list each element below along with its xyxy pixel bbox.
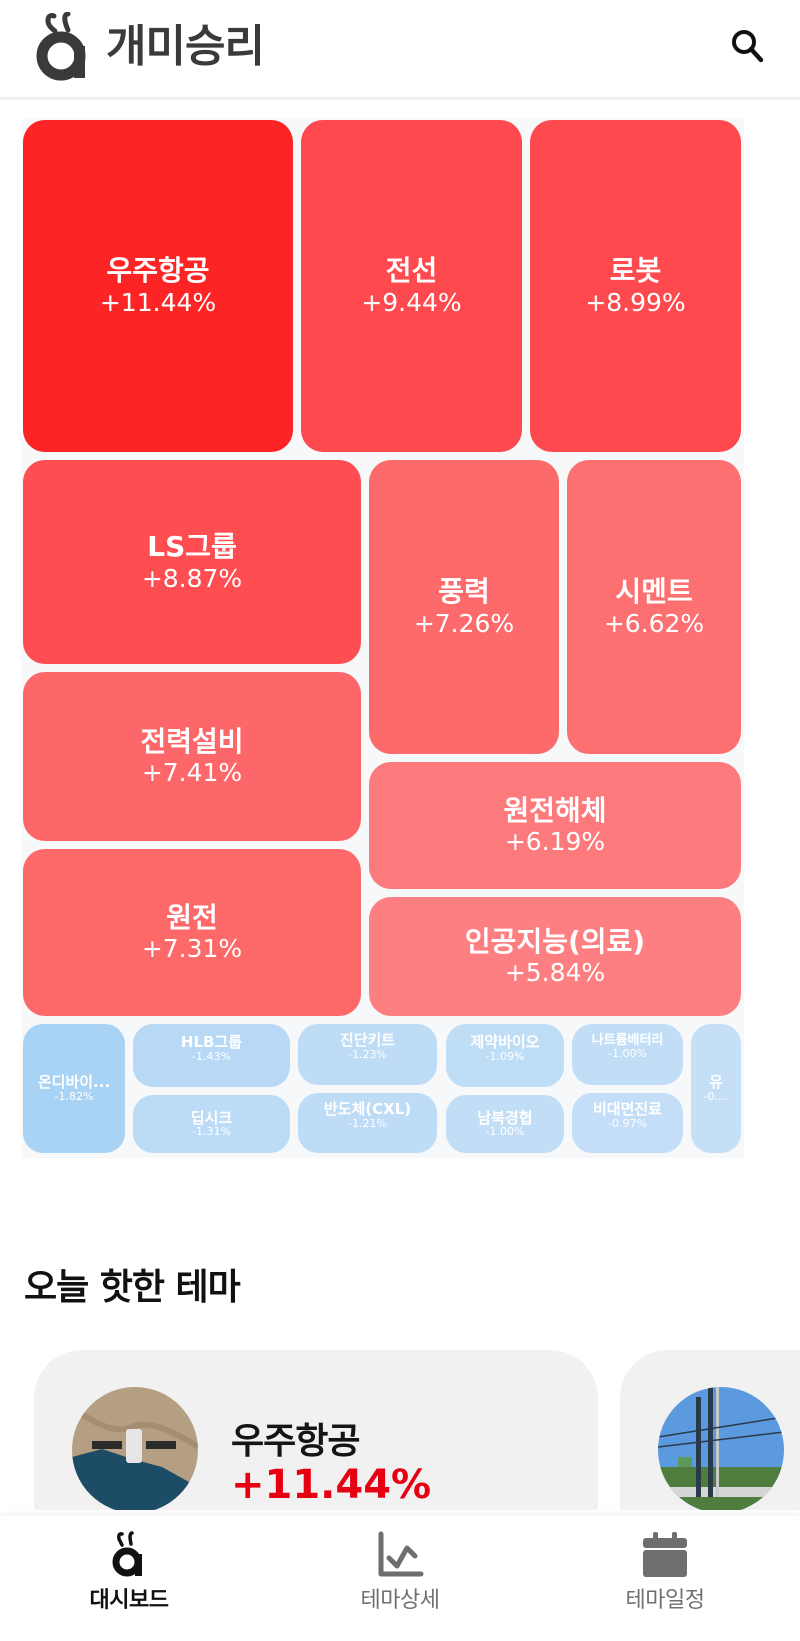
tile-change: +7.26% <box>413 608 515 638</box>
treemap-tile-우주항공[interactable]: 우주항공 +11.44% <box>23 120 293 452</box>
nav-label: 대시보드 <box>89 1588 169 1613</box>
tile-name: 로봇 <box>609 254 662 288</box>
tile-name: HLB그룹 <box>180 1033 243 1051</box>
treemap-tile-시멘트[interactable]: 시멘트 +6.62% <box>567 460 741 754</box>
tile-name: LS그룹 <box>147 530 237 564</box>
calendar-icon <box>643 1532 687 1577</box>
tile-change: +9.44% <box>361 287 462 317</box>
app-logo[interactable]: 개미승리 <box>34 12 265 82</box>
tile-change: +11.44% <box>99 287 217 317</box>
power-lines-image <box>658 1387 784 1510</box>
tile-name: 원전 <box>166 900 218 934</box>
bottom-navigation: 대시보드 테마상세 테마일정 <box>0 1516 800 1641</box>
treemap-tile-딥시크[interactable]: 딥시크 -1.31% <box>133 1095 290 1153</box>
hot-theme-card[interactable]: 우주항공 +11.44% <box>34 1350 598 1510</box>
satellite-over-earth-image <box>72 1387 198 1510</box>
hot-theme-card[interactable] <box>620 1350 800 1510</box>
app-header: 개미승리 <box>0 0 800 100</box>
ant-logo-icon <box>36 12 86 81</box>
tile-name: 온디바이... <box>37 1073 111 1092</box>
ant-logo-icon <box>112 1531 142 1577</box>
tile-name: 우주항공 <box>106 254 210 288</box>
treemap-tile-로봇[interactable]: 로봇 +8.99% <box>530 120 741 452</box>
tile-name: 원전해체 <box>503 793 607 827</box>
nav-label: 테마일정 <box>625 1588 705 1613</box>
search-button[interactable] <box>728 26 768 66</box>
tile-change: +7.31% <box>141 934 243 964</box>
treemap-tile-전력설비[interactable]: 전력설비 +7.41% <box>23 672 361 841</box>
treemap-tile-원전해체[interactable]: 원전해체 +6.19% <box>369 762 741 889</box>
treemap-tile-풍력[interactable]: 풍력 +7.26% <box>369 460 559 754</box>
hot-themes-carousel[interactable]: 우주항공 +11.44% <box>0 1350 800 1510</box>
tile-change: +8.87% <box>141 563 243 593</box>
nav-label: 테마상세 <box>360 1588 440 1613</box>
tile-change: -1.82% <box>54 1089 94 1103</box>
tile-name: 비대면진료 <box>592 1100 662 1118</box>
tile-change: -1.23% <box>348 1047 387 1061</box>
tile-change: +6.62% <box>603 608 705 638</box>
treemap-tile-제약바이오[interactable]: 제약바이오 -1.09% <box>446 1024 564 1087</box>
treemap-tile-남북경협[interactable]: 남북경협 -1.00% <box>446 1095 564 1153</box>
treemap-tile-HLB그룹[interactable]: HLB그룹 -1.43% <box>133 1024 290 1087</box>
nav-tab-dashboard[interactable]: 대시보드 <box>29 1530 229 1620</box>
tile-change: -1.00% <box>485 1125 525 1139</box>
tile-change: -1.09% <box>485 1049 525 1063</box>
chart-line-icon <box>378 1531 424 1577</box>
tile-change: -1.43% <box>192 1049 231 1063</box>
nav-tab-theme-schedule[interactable]: 테마일정 <box>565 1530 765 1620</box>
treemap-tile-진단키트[interactable]: 진단키트 -1.23% <box>298 1024 437 1085</box>
tile-change: -0.97% <box>608 1116 647 1130</box>
tile-name: 시멘트 <box>615 575 693 609</box>
tile-change: +7.41% <box>141 758 243 788</box>
theme-treemap: 우주항공 +11.44% 전선 +9.44% 로봇 +8.99% LS그룹 +8… <box>22 118 744 1158</box>
tile-change: -1.21% <box>348 1116 387 1130</box>
tile-name: 나트륨배터리 <box>591 1033 664 1048</box>
tile-name: 풍력 <box>438 575 490 609</box>
app-name: 개미승리 <box>106 21 265 72</box>
tile-name: 유 <box>709 1073 723 1092</box>
treemap-tile-전선[interactable]: 전선 +9.44% <box>301 120 522 452</box>
treemap-tile-유[interactable]: 유 -0.... <box>691 1024 741 1153</box>
tile-name: 딥시크 <box>190 1108 233 1127</box>
tile-name: 반도체(CXL) <box>323 1100 412 1118</box>
tile-name: 제약바이오 <box>470 1033 540 1051</box>
treemap-tile-나트륨배터리[interactable]: 나트륨배터리 -1.00% <box>572 1024 683 1085</box>
tile-change: +6.19% <box>504 827 606 857</box>
hot-theme-name: 우주항공 <box>231 1421 360 1462</box>
tile-change: -1.31% <box>192 1125 231 1139</box>
treemap-tile-온디바이스[interactable]: 온디바이... -1.82% <box>23 1024 125 1153</box>
tile-name: 진단키트 <box>339 1031 396 1049</box>
tile-change: -1.00% <box>608 1047 647 1061</box>
treemap-tile-반도체-CXL[interactable]: 반도체(CXL) -1.21% <box>298 1093 437 1153</box>
treemap-tile-인공지능-의료[interactable]: 인공지능(의료) +5.84% <box>369 897 741 1016</box>
tile-name: 전선 <box>385 254 438 288</box>
treemap-tile-원전[interactable]: 원전 +7.31% <box>23 849 361 1016</box>
tile-name: 인공지능(의료) <box>464 924 646 958</box>
search-icon <box>732 30 764 63</box>
hot-theme-change: +11.44% <box>231 1462 432 1508</box>
treemap-tile-비대면진료[interactable]: 비대면진료 -0.97% <box>572 1093 683 1153</box>
tile-change: +8.99% <box>585 287 686 317</box>
nav-tab-theme-detail[interactable]: 테마상세 <box>300 1530 500 1620</box>
treemap-tile-LS그룹[interactable]: LS그룹 +8.87% <box>23 460 361 664</box>
hot-themes-title: 오늘 핫한 테마 <box>24 1267 241 1308</box>
tile-name: 전력설비 <box>140 724 244 758</box>
tile-change: -0.... <box>703 1089 729 1103</box>
tile-change: +5.84% <box>504 958 606 988</box>
tile-name: 남북경협 <box>477 1108 533 1127</box>
